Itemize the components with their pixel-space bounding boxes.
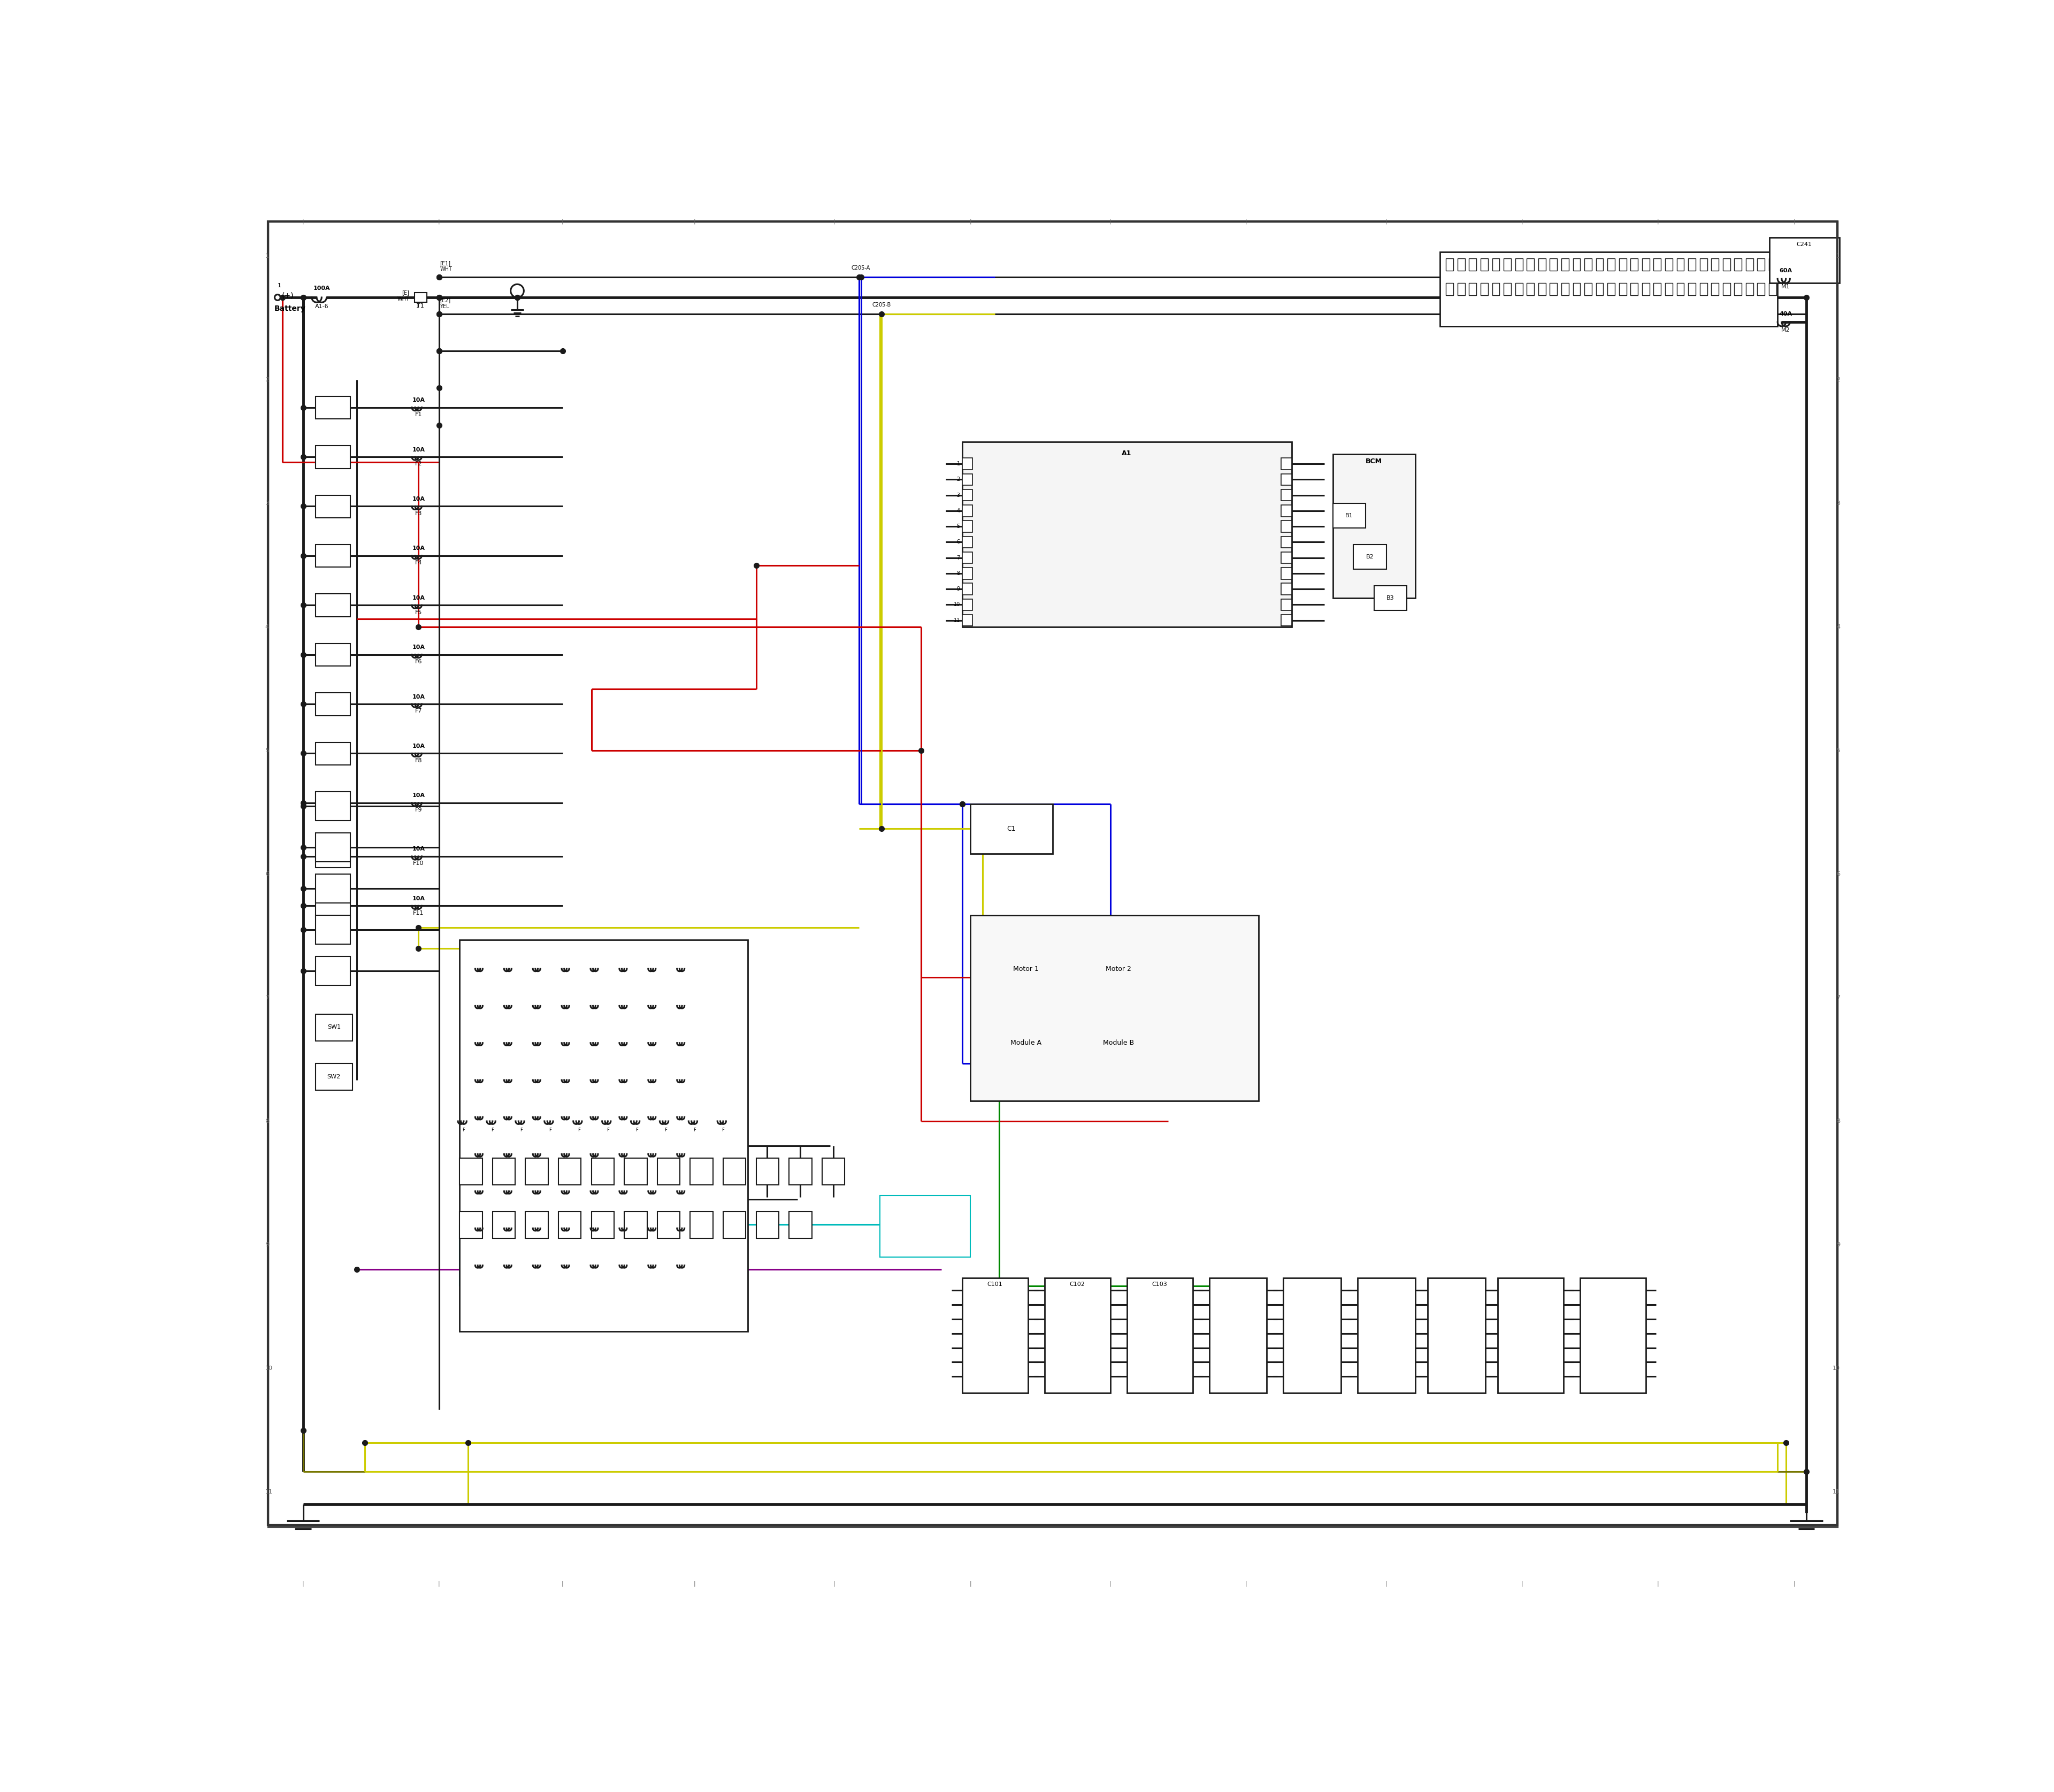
- Bar: [1526, 283, 1534, 296]
- Bar: [316, 396, 351, 419]
- Bar: [961, 1278, 1027, 1392]
- Text: [E]
WHT: [E] WHT: [396, 290, 409, 301]
- Bar: [1282, 552, 1292, 563]
- Bar: [1561, 258, 1569, 271]
- Bar: [1282, 459, 1292, 470]
- Bar: [1458, 258, 1465, 271]
- Bar: [657, 1158, 680, 1185]
- Bar: [1676, 283, 1684, 296]
- Bar: [1538, 283, 1547, 296]
- Text: 10A: 10A: [413, 896, 425, 901]
- Bar: [1584, 258, 1592, 271]
- Bar: [1082, 941, 1156, 998]
- Text: 10A: 10A: [413, 446, 425, 452]
- Text: F5: F5: [415, 609, 421, 615]
- Text: BCM: BCM: [1366, 459, 1382, 464]
- Bar: [1666, 258, 1672, 271]
- Text: T1: T1: [417, 303, 423, 308]
- Bar: [1701, 283, 1707, 296]
- Bar: [1619, 258, 1627, 271]
- Bar: [316, 792, 351, 814]
- Text: 5: 5: [265, 747, 269, 753]
- Bar: [559, 1158, 581, 1185]
- Text: 1: 1: [957, 461, 959, 466]
- Bar: [316, 846, 351, 867]
- Bar: [1374, 586, 1407, 611]
- Bar: [822, 1158, 844, 1185]
- Bar: [1608, 283, 1614, 296]
- Bar: [1551, 283, 1557, 296]
- Bar: [789, 1158, 811, 1185]
- Text: C1: C1: [1006, 826, 1017, 831]
- Text: 10A: 10A: [413, 694, 425, 699]
- Text: F: F: [462, 1127, 464, 1133]
- Text: F8: F8: [415, 758, 421, 763]
- Text: Module B: Module B: [1103, 1039, 1134, 1047]
- Bar: [1282, 599, 1292, 611]
- Bar: [316, 957, 351, 986]
- Bar: [1734, 258, 1742, 271]
- Text: 8: 8: [1836, 1118, 1840, 1124]
- Text: 8: 8: [957, 570, 959, 575]
- Bar: [690, 1158, 713, 1185]
- Text: 2: 2: [1836, 376, 1840, 382]
- Bar: [1504, 283, 1512, 296]
- Bar: [1282, 536, 1292, 548]
- Text: F: F: [577, 1127, 581, 1133]
- Bar: [460, 1211, 483, 1238]
- Bar: [1516, 283, 1522, 296]
- Bar: [1481, 258, 1487, 271]
- Text: 1: 1: [417, 303, 419, 308]
- Bar: [961, 505, 972, 516]
- Text: 11: 11: [1832, 1489, 1840, 1495]
- Bar: [1481, 283, 1487, 296]
- Bar: [1723, 258, 1729, 271]
- Text: F2: F2: [415, 461, 421, 466]
- Text: 5: 5: [957, 523, 959, 529]
- Bar: [1768, 258, 1777, 271]
- Bar: [961, 615, 972, 625]
- Bar: [1584, 283, 1592, 296]
- Text: F: F: [721, 1127, 725, 1133]
- Bar: [1734, 283, 1742, 296]
- Bar: [1282, 568, 1292, 579]
- Text: 2: 2: [265, 376, 269, 382]
- Text: 1: 1: [1836, 253, 1840, 258]
- Text: F3: F3: [415, 511, 421, 516]
- Bar: [1282, 473, 1292, 486]
- Bar: [493, 1158, 516, 1185]
- Bar: [1333, 453, 1415, 599]
- Text: F7: F7: [415, 708, 421, 713]
- Text: SW2: SW2: [327, 1073, 341, 1079]
- Text: B2: B2: [1366, 554, 1374, 559]
- Bar: [1701, 258, 1707, 271]
- Bar: [316, 545, 351, 568]
- Text: SW1: SW1: [327, 1025, 341, 1030]
- Text: 1: 1: [277, 283, 281, 289]
- Bar: [879, 1195, 969, 1258]
- Text: F: F: [692, 1127, 696, 1133]
- Bar: [1516, 258, 1522, 271]
- Bar: [1711, 283, 1719, 296]
- Text: 9: 9: [265, 1242, 269, 1247]
- Bar: [1504, 258, 1512, 271]
- Text: Motor 1: Motor 1: [1013, 966, 1039, 973]
- Text: F: F: [491, 1127, 493, 1133]
- Text: 10A: 10A: [413, 744, 425, 749]
- Bar: [1641, 283, 1649, 296]
- Bar: [316, 495, 351, 518]
- Bar: [1526, 258, 1534, 271]
- Bar: [969, 805, 1052, 853]
- Bar: [316, 446, 351, 468]
- Text: [E2]
YEL: [E2] YEL: [440, 297, 450, 308]
- Text: 7: 7: [957, 556, 959, 561]
- Text: 3: 3: [957, 493, 959, 498]
- Bar: [1128, 1278, 1193, 1392]
- Text: 6: 6: [265, 871, 269, 876]
- Text: 100A: 100A: [312, 287, 331, 292]
- Text: 9: 9: [957, 586, 959, 591]
- Text: A1: A1: [1121, 450, 1132, 457]
- Text: 4: 4: [957, 509, 959, 514]
- Bar: [1440, 253, 1777, 326]
- Text: 10A: 10A: [413, 792, 425, 797]
